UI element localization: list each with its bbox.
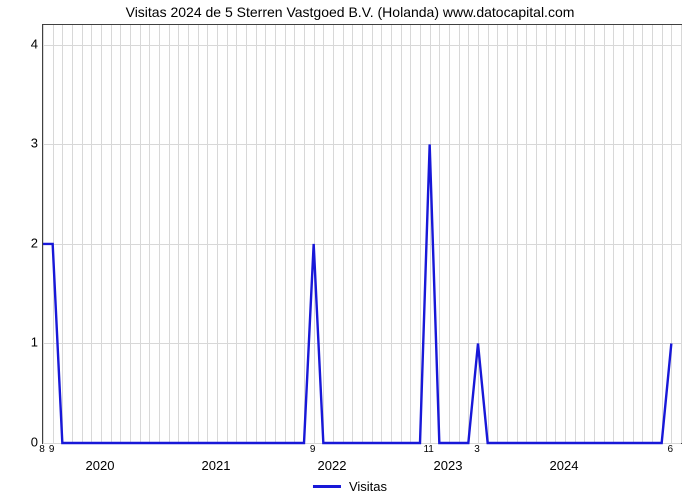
data-point-label: 3	[474, 444, 480, 455]
legend-swatch	[313, 485, 341, 488]
legend-label: Visitas	[349, 479, 387, 494]
data-point-label: 11	[423, 444, 433, 455]
y-tick-label: 0	[8, 435, 38, 450]
x-tick-label: 2021	[202, 458, 231, 473]
data-point-label: 8	[39, 444, 45, 455]
chart-title: Visitas 2024 de 5 Sterren Vastgoed B.V. …	[0, 4, 700, 20]
gridline-v	[681, 25, 682, 443]
x-tick-label: 2020	[86, 458, 115, 473]
x-tick-label: 2022	[318, 458, 347, 473]
data-point-label: 9	[310, 444, 316, 455]
y-tick-label: 1	[8, 335, 38, 350]
data-point-label: 9	[49, 444, 55, 455]
x-tick-label: 2023	[434, 458, 463, 473]
x-tick-label: 2024	[550, 458, 579, 473]
y-tick-label: 3	[8, 136, 38, 151]
y-tick-label: 4	[8, 36, 38, 51]
line-series	[43, 25, 681, 443]
y-tick-label: 2	[8, 235, 38, 250]
chart-container: Visitas 2024 de 5 Sterren Vastgoed B.V. …	[0, 0, 700, 500]
plot-area	[42, 24, 682, 444]
data-point-label: 6	[668, 444, 674, 455]
legend: Visitas	[313, 479, 387, 494]
